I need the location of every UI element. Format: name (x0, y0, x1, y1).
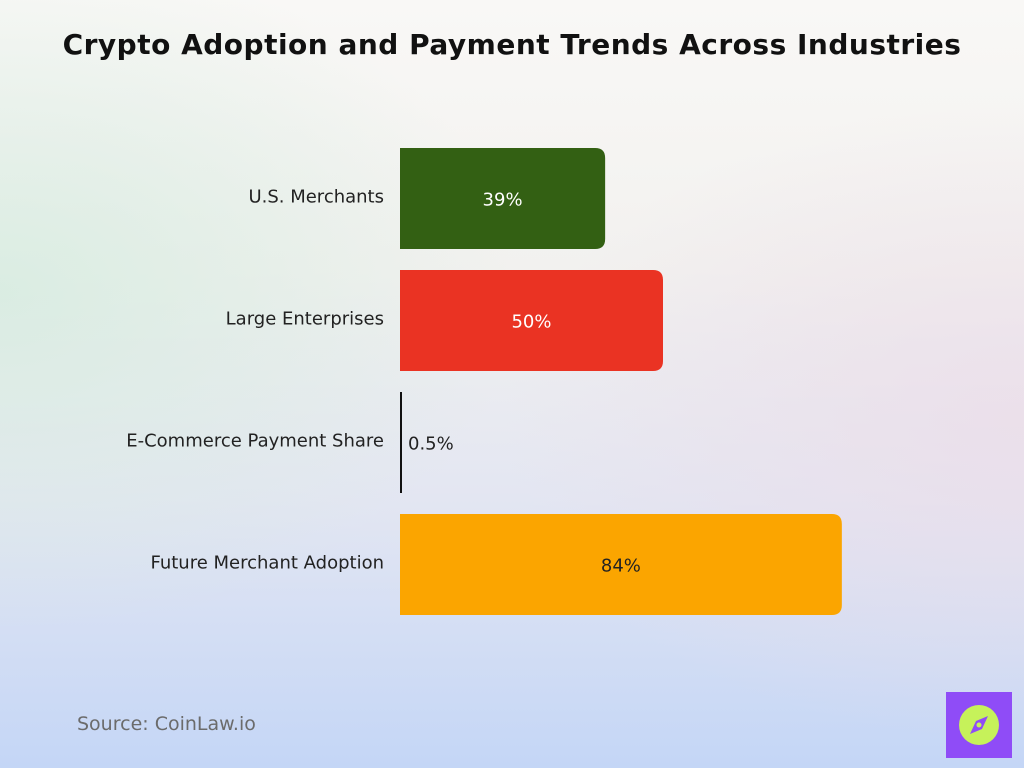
value-label-future-merchant-adoption: 84% (601, 556, 641, 577)
source-note: Source: CoinLaw.io (77, 713, 256, 735)
bar-e-commerce-payment-share (400, 392, 402, 493)
bar-large-enterprises (400, 270, 663, 371)
brand-logo (946, 692, 1012, 758)
bar-future-merchant-adoption (400, 514, 842, 615)
value-label-u-s-merchants: 39% (483, 190, 523, 211)
chart-title: Crypto Adoption and Payment Trends Acros… (62, 28, 962, 61)
category-label-future-merchant-adoption: Future Merchant Adoption (150, 553, 384, 574)
value-label-e-commerce-payment-share: 0.5% (408, 434, 454, 455)
category-label-u-s-merchants: U.S. Merchants (248, 187, 384, 208)
category-label-large-enterprises: Large Enterprises (226, 309, 384, 330)
bar-u-s-merchants (400, 148, 606, 249)
compass-icon (959, 705, 999, 745)
category-label-e-commerce-payment-share: E-Commerce Payment Share (126, 431, 384, 452)
value-label-large-enterprises: 50% (511, 312, 551, 333)
